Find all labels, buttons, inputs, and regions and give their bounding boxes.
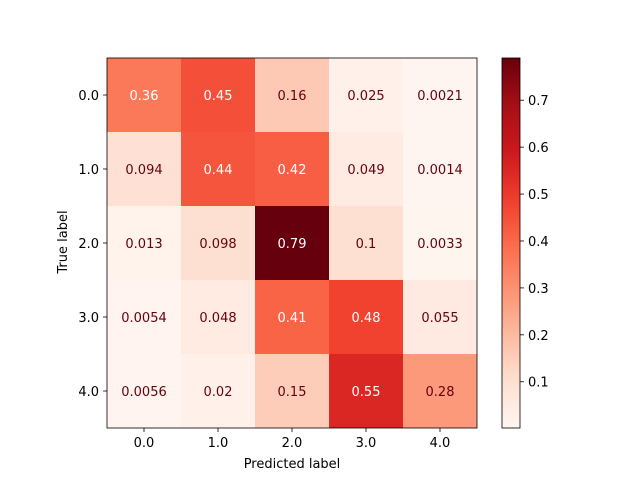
- heatmap-cell-0-3: [329, 58, 403, 132]
- cell-value-2-3: 0.1: [356, 237, 377, 252]
- cell-value-2-2: 0.79: [278, 237, 307, 252]
- heatmap-cell-4-2: [255, 354, 329, 428]
- heatmap-cell-2-3: [329, 206, 403, 280]
- heatmap-cell-2-1: [181, 206, 255, 280]
- heatmap-cell-3-2: [255, 280, 329, 354]
- y-axis-label: True label: [56, 210, 71, 274]
- heatmap-cell-1-0: [107, 132, 181, 206]
- cell-value-0-4: 0.0021: [417, 89, 463, 104]
- colorbar-tick-label-3: 0.4: [528, 235, 549, 250]
- heatmap-cell-0-2: [255, 58, 329, 132]
- cell-value-3-3: 0.48: [352, 311, 381, 326]
- cell-value-0-0: 0.36: [130, 89, 159, 104]
- colorbar-tick-label-4: 0.5: [528, 188, 549, 203]
- heatmap-cell-4-3: [329, 354, 403, 428]
- colorbar-gradient: [501, 57, 521, 429]
- x-tick-label-0: 0.0: [134, 436, 155, 451]
- cell-value-0-2: 0.16: [278, 89, 307, 104]
- cell-value-1-1: 0.44: [204, 163, 233, 178]
- x-tick-label-2: 2.0: [282, 436, 303, 451]
- cell-value-3-2: 0.41: [278, 311, 307, 326]
- heatmap-cell-2-0: [107, 206, 181, 280]
- heatmap-cell-1-2: [255, 132, 329, 206]
- heatmap-cells: [106, 57, 478, 429]
- cell-value-4-3: 0.55: [352, 385, 381, 400]
- cell-value-4-1: 0.02: [204, 385, 233, 400]
- x-tick-label-1: 1.0: [208, 436, 229, 451]
- y-tick-label-1: 1.0: [78, 163, 99, 178]
- colorbar-tick-label-5: 0.6: [528, 141, 549, 156]
- cell-value-3-0: 0.0054: [121, 311, 167, 326]
- cell-value-2-0: 0.013: [125, 237, 162, 252]
- colorbar-tick-label-1: 0.2: [528, 329, 549, 344]
- heatmap-cell-1-1: [181, 132, 255, 206]
- heatmap-cell-3-3: [329, 280, 403, 354]
- cell-value-labels: 0.36 0.45 0.16 0.025 0.0021 0.094 0.44 0.42 0.04…: [121, 89, 463, 400]
- cell-value-1-3: 0.049: [347, 163, 384, 178]
- heatmap-cell-1-4: [403, 132, 477, 206]
- cell-value-0-3: 0.025: [347, 89, 384, 104]
- colorbar-tick-label-0: 0.1: [528, 376, 549, 391]
- cell-value-1-0: 0.094: [125, 163, 162, 178]
- heatmap-cell-4-1: [181, 354, 255, 428]
- x-tick-label-3: 3.0: [356, 436, 377, 451]
- cell-value-3-4: 0.055: [421, 311, 458, 326]
- cell-value-2-1: 0.098: [199, 237, 236, 252]
- y-tick-label-2: 2.0: [78, 237, 99, 252]
- heatmap-cell-4-4: [403, 354, 477, 428]
- heatmap-cell-3-0: [107, 280, 181, 354]
- heatmap-cell-0-1: [181, 58, 255, 132]
- y-tick-label-4: 4.0: [78, 385, 99, 400]
- heatmap-cell-4-0: [107, 354, 181, 428]
- colorbar-tick-label-2: 0.3: [528, 282, 549, 297]
- cell-value-4-2: 0.15: [278, 385, 307, 400]
- x-tick-label-4: 4.0: [430, 436, 451, 451]
- heatmap-cell-0-4: [403, 58, 477, 132]
- cell-value-3-1: 0.048: [199, 311, 236, 326]
- heatmap-cell-3-4: [403, 280, 477, 354]
- heatmap-cell-2-2: [255, 206, 329, 280]
- cell-value-0-1: 0.45: [204, 89, 233, 104]
- colorbar-tick-label-6: 0.7: [528, 94, 549, 109]
- cell-value-1-2: 0.42: [278, 163, 307, 178]
- cell-value-2-4: 0.0033: [417, 237, 463, 252]
- x-axis: 0.0 1.0 2.0 3.0 4.0: [134, 428, 451, 451]
- x-axis-label: Predicted label: [244, 457, 341, 472]
- colorbar: 0.1 0.2 0.3 0.4 0.5 0.6 0.7: [501, 57, 549, 429]
- heatmap-cell-3-1: [181, 280, 255, 354]
- heatmap-cell-0-0: [107, 58, 181, 132]
- y-tick-label-0: 0.0: [78, 89, 99, 104]
- y-tick-label-3: 3.0: [78, 311, 99, 326]
- cell-value-1-4: 0.0014: [417, 163, 463, 178]
- heatmap-cell-2-4: [403, 206, 477, 280]
- heatmap-cell-1-3: [329, 132, 403, 206]
- cell-value-4-4: 0.28: [426, 385, 455, 400]
- y-axis: 0.0 1.0 2.0 3.0 4.0: [78, 89, 107, 400]
- cell-value-4-0: 0.0056: [121, 385, 167, 400]
